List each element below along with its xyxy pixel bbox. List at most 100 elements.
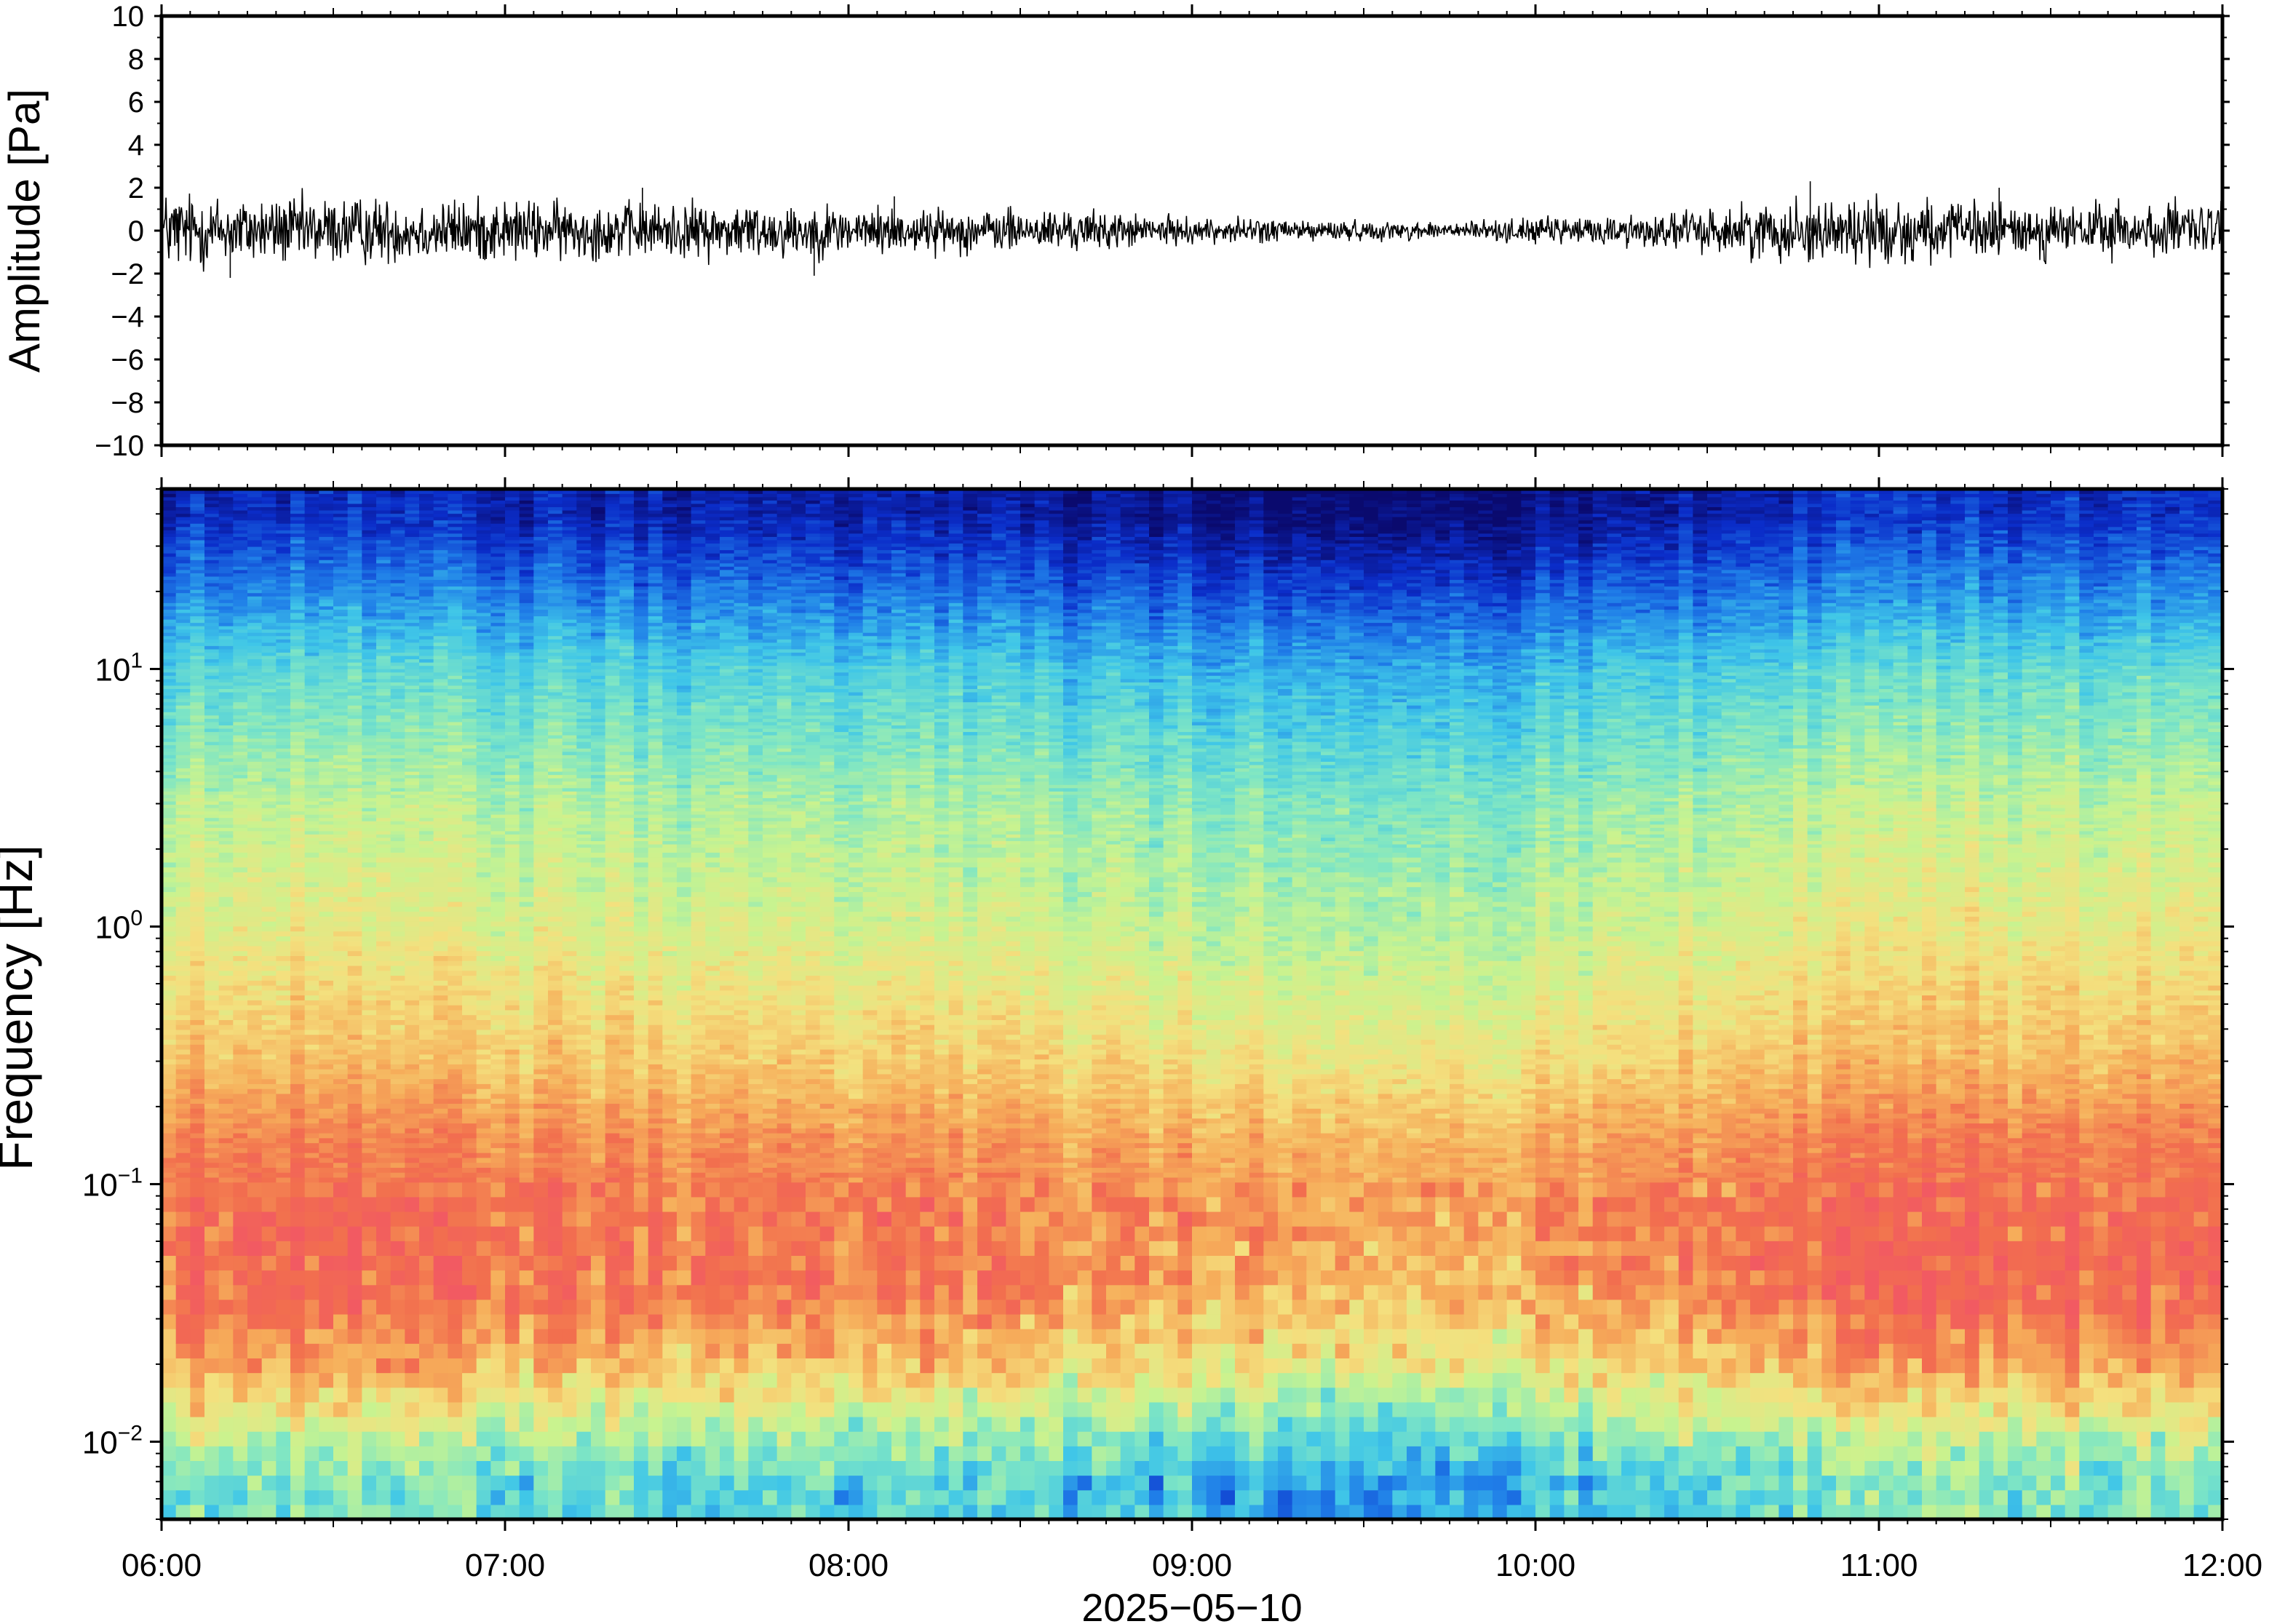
spectrogram-cell xyxy=(376,1446,391,1461)
spectrogram-cell xyxy=(247,931,262,936)
spectrogram-cell xyxy=(448,672,462,676)
spectrogram-cell xyxy=(247,506,262,510)
spectrogram-cell xyxy=(276,1138,290,1143)
spectrogram-cell xyxy=(219,645,234,649)
spectrogram-cell xyxy=(419,725,434,728)
spectrogram-cell xyxy=(219,1226,234,1241)
spectrogram-cell xyxy=(305,735,319,739)
spectrogram-cell xyxy=(247,862,262,867)
spectrogram-cell xyxy=(233,821,247,824)
spectrogram-cell xyxy=(362,722,376,725)
spectrogram-cell xyxy=(276,1103,290,1108)
spectrogram-cell xyxy=(204,901,219,907)
spectrogram-cell xyxy=(448,804,462,808)
spectrogram-cell xyxy=(204,960,219,966)
spectrogram-cell xyxy=(290,658,305,662)
spectrogram-cell xyxy=(405,907,419,912)
spectrogram-cell xyxy=(176,821,191,824)
spectrogram-cell xyxy=(162,583,176,586)
spectrogram-cell xyxy=(448,1123,462,1128)
spectrogram-cell xyxy=(448,1417,462,1432)
spectrogram-cell xyxy=(204,523,219,527)
spectrogram-cell xyxy=(219,1123,234,1128)
spectrogram-cell xyxy=(362,887,376,892)
spectrogram-cell xyxy=(391,709,405,712)
spectrogram-cell xyxy=(162,778,176,781)
spectrogram-cell xyxy=(462,781,477,785)
spectrogram-cell xyxy=(190,951,204,956)
spectrogram-cell xyxy=(319,500,333,503)
spectrogram-cell xyxy=(219,510,234,514)
spectrogram-cell xyxy=(276,629,290,633)
spectrogram-cell xyxy=(319,1241,333,1256)
spectrogram-cell xyxy=(448,951,462,956)
spectrogram-cell xyxy=(376,1094,391,1099)
spectrogram-cell xyxy=(305,971,319,976)
spectrogram-cell xyxy=(276,639,290,642)
spectrogram-cell xyxy=(290,619,305,623)
spectrogram-cell xyxy=(434,755,448,758)
spectrogram-cell xyxy=(348,517,362,520)
spectrogram-cell xyxy=(490,771,505,775)
spectrogram-cell xyxy=(247,672,262,676)
spectrogram-cell xyxy=(305,1147,319,1153)
spectrogram-cell xyxy=(405,517,419,520)
spectrogram-cell xyxy=(477,589,491,593)
spectrogram-cell xyxy=(233,629,247,633)
spectrogram-cell xyxy=(305,1177,319,1182)
spectrogram-cell xyxy=(434,1069,448,1074)
spectrogram-cell xyxy=(176,672,191,676)
spectrogram-cell xyxy=(362,831,376,835)
spectrogram-cell xyxy=(276,980,290,985)
spectrogram-cell xyxy=(490,1019,505,1024)
spectrogram-cell xyxy=(162,563,176,567)
spectrogram-cell xyxy=(262,1153,277,1158)
spectrogram-cell xyxy=(419,523,434,527)
spectrogram-cell xyxy=(462,602,477,606)
spectrogram-cell xyxy=(262,649,277,653)
spectrogram-cell xyxy=(391,698,405,702)
spectrogram-cell xyxy=(233,775,247,779)
spectrogram-cell xyxy=(348,1172,362,1177)
spectrogram-cell xyxy=(162,946,176,951)
spectrogram-cell xyxy=(362,1314,376,1329)
spectrogram-cell xyxy=(247,936,262,941)
spectrogram-cell xyxy=(362,712,376,715)
spectrogram-cell xyxy=(262,682,277,685)
spectrogram-cell xyxy=(305,1402,319,1417)
spectrogram-cell xyxy=(419,797,434,801)
spectrogram-cell xyxy=(405,645,419,649)
spectrogram-cell xyxy=(219,1015,234,1020)
spectrogram-cell xyxy=(162,639,176,642)
spectrogram-cell xyxy=(405,1099,419,1104)
spectrogram-cell xyxy=(419,1285,434,1300)
spectrogram-cell xyxy=(219,682,234,685)
spectrogram-cell xyxy=(233,896,247,901)
spectrogram-cell xyxy=(233,907,247,912)
spectrogram-cell xyxy=(434,1388,448,1403)
spectrogram-cell xyxy=(362,1167,376,1172)
spectrogram-cell xyxy=(419,811,434,815)
spectrogram-cell xyxy=(219,1118,234,1123)
spectrogram-cell xyxy=(348,553,362,557)
spectrogram-cell xyxy=(448,656,462,659)
spectrogram-cell xyxy=(190,623,204,626)
spectrogram-cell xyxy=(477,553,491,557)
spectrogram-cell xyxy=(290,616,305,619)
spectrogram-cell xyxy=(233,995,247,1000)
spectrogram-cell xyxy=(219,550,234,554)
spectrogram-cell xyxy=(362,1059,376,1064)
spectrogram-cell xyxy=(176,971,191,976)
spectrogram-cell xyxy=(262,533,277,537)
spectrogram-cell xyxy=(276,926,290,931)
spectrogram-cell xyxy=(391,735,405,739)
spectrogram-cell xyxy=(204,553,219,557)
spectrogram-cell xyxy=(448,533,462,537)
spectrogram-cell xyxy=(448,1153,462,1158)
spectrogram-cell xyxy=(419,715,434,719)
spectrogram-cell xyxy=(333,629,348,633)
spectrogram-cell xyxy=(477,520,491,524)
spectrogram-cell xyxy=(448,692,462,696)
spectrogram-cell xyxy=(391,566,405,570)
spectrogram-cell xyxy=(348,857,362,862)
